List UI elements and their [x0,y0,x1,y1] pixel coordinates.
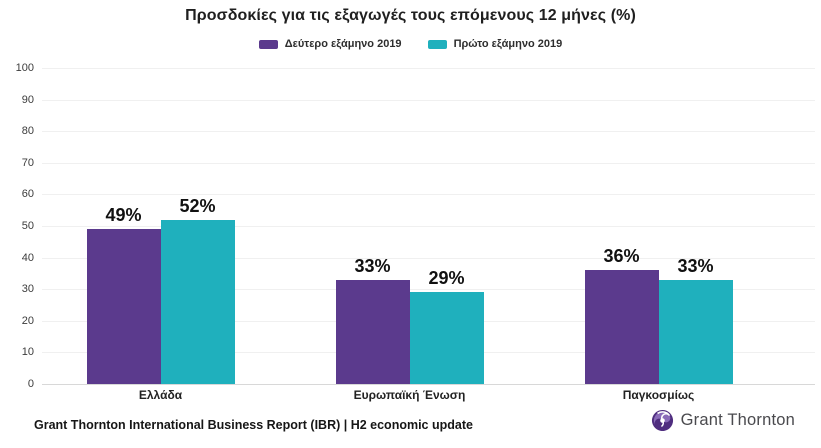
gridline-100 [42,68,815,69]
y-tick-label-0: 0 [27,378,34,390]
legend-item-0: Δεύτερο εξάμηνο 2019 [258,38,402,50]
source-note: Grant Thornton International Business Re… [34,418,473,432]
bar-wrap: 33% [335,256,410,384]
gridline-50 [42,226,815,227]
bar-group-0: 49% 52% [36,68,285,384]
bar-series1-Ελλάδα [160,220,235,384]
gridline-0 [42,384,815,385]
gridline-30 [42,289,815,291]
y-tick-label-90: 90 [21,93,34,106]
bar-value-label: 33% [354,256,391,276]
y-tick-label-80: 80 [21,125,34,138]
bar-series0-Ελλάδα [86,229,161,384]
y-tick-label-70: 70 [21,156,34,169]
legend-label: Δεύτερο εξάμηνο 2019 [284,38,402,50]
x-axis-label-2: Παγκοσμίως [622,388,695,402]
y-axis: 0 10 20 30 40 50 60 70 80 90 100 [0,62,34,390]
chart-title: Προσδοκίες για τις εξαγωγές τους επόμενο… [185,7,636,24]
bar-groups: 49% 52% 33% 29% 36% 33% [36,68,783,384]
x-axis-labels: Ελλάδα Ευρωπαϊκή Ένωση Παγκοσμίως [36,388,783,402]
y-tick-label-20: 20 [21,314,34,327]
brand-logo: Grant Thornton [651,409,795,432]
bar-wrap: 36% [584,246,659,384]
legend-swatch-icon [427,39,447,49]
bar-wrap: 49% [86,205,161,384]
y-tick-label-50: 50 [21,220,34,232]
y-tick-label-60: 60 [21,188,34,201]
legend-swatch-icon [258,39,278,49]
x-axis-label-0: Ελλάδα [138,388,183,402]
bar-wrap: 33% [658,256,733,384]
x-axis-label-1: Ευρωπαϊκή Ένωση [353,388,466,402]
y-tick-label-40: 40 [21,251,34,264]
grant-thornton-ball-icon [651,409,673,432]
legend-label: Πρώτο εξάμηνο 2019 [453,38,563,50]
bar-series0-Ευρωπαϊκή Ένωση [335,280,410,384]
bar-value-label: 33% [677,256,714,276]
gridline-80 [42,131,815,133]
gridline-60 [42,194,815,196]
gridline-90 [42,99,815,101]
bar-value-label: 36% [603,246,640,266]
y-tick-label-100: 100 [15,62,34,74]
bar-series1-Παγκοσμίως [658,280,733,384]
bar-wrap: 52% [160,196,235,384]
y-tick-label-30: 30 [21,283,34,296]
y-tick-label-10: 10 [21,346,34,359]
brand-name: Grant Thornton [680,411,795,429]
bar-group-2: 36% 33% [534,68,783,384]
bar-value-label: 52% [179,196,216,216]
bar-value-label: 29% [428,268,465,288]
legend-item-1: Πρώτο εξάμηνο 2019 [427,38,563,50]
bar-value-label: 49% [105,205,142,225]
bar-group-1: 33% 29% [285,68,534,384]
bar-series0-Παγκοσμίως [584,270,659,384]
bar-wrap: 29% [409,268,484,384]
legend: Δεύτερο εξάμηνο 2019 Πρώτο εξάμηνο 2019 [0,38,821,50]
bar-series1-Ευρωπαϊκή Ένωση [409,292,484,384]
gridline-40 [42,257,815,259]
gridline-70 [42,162,815,164]
